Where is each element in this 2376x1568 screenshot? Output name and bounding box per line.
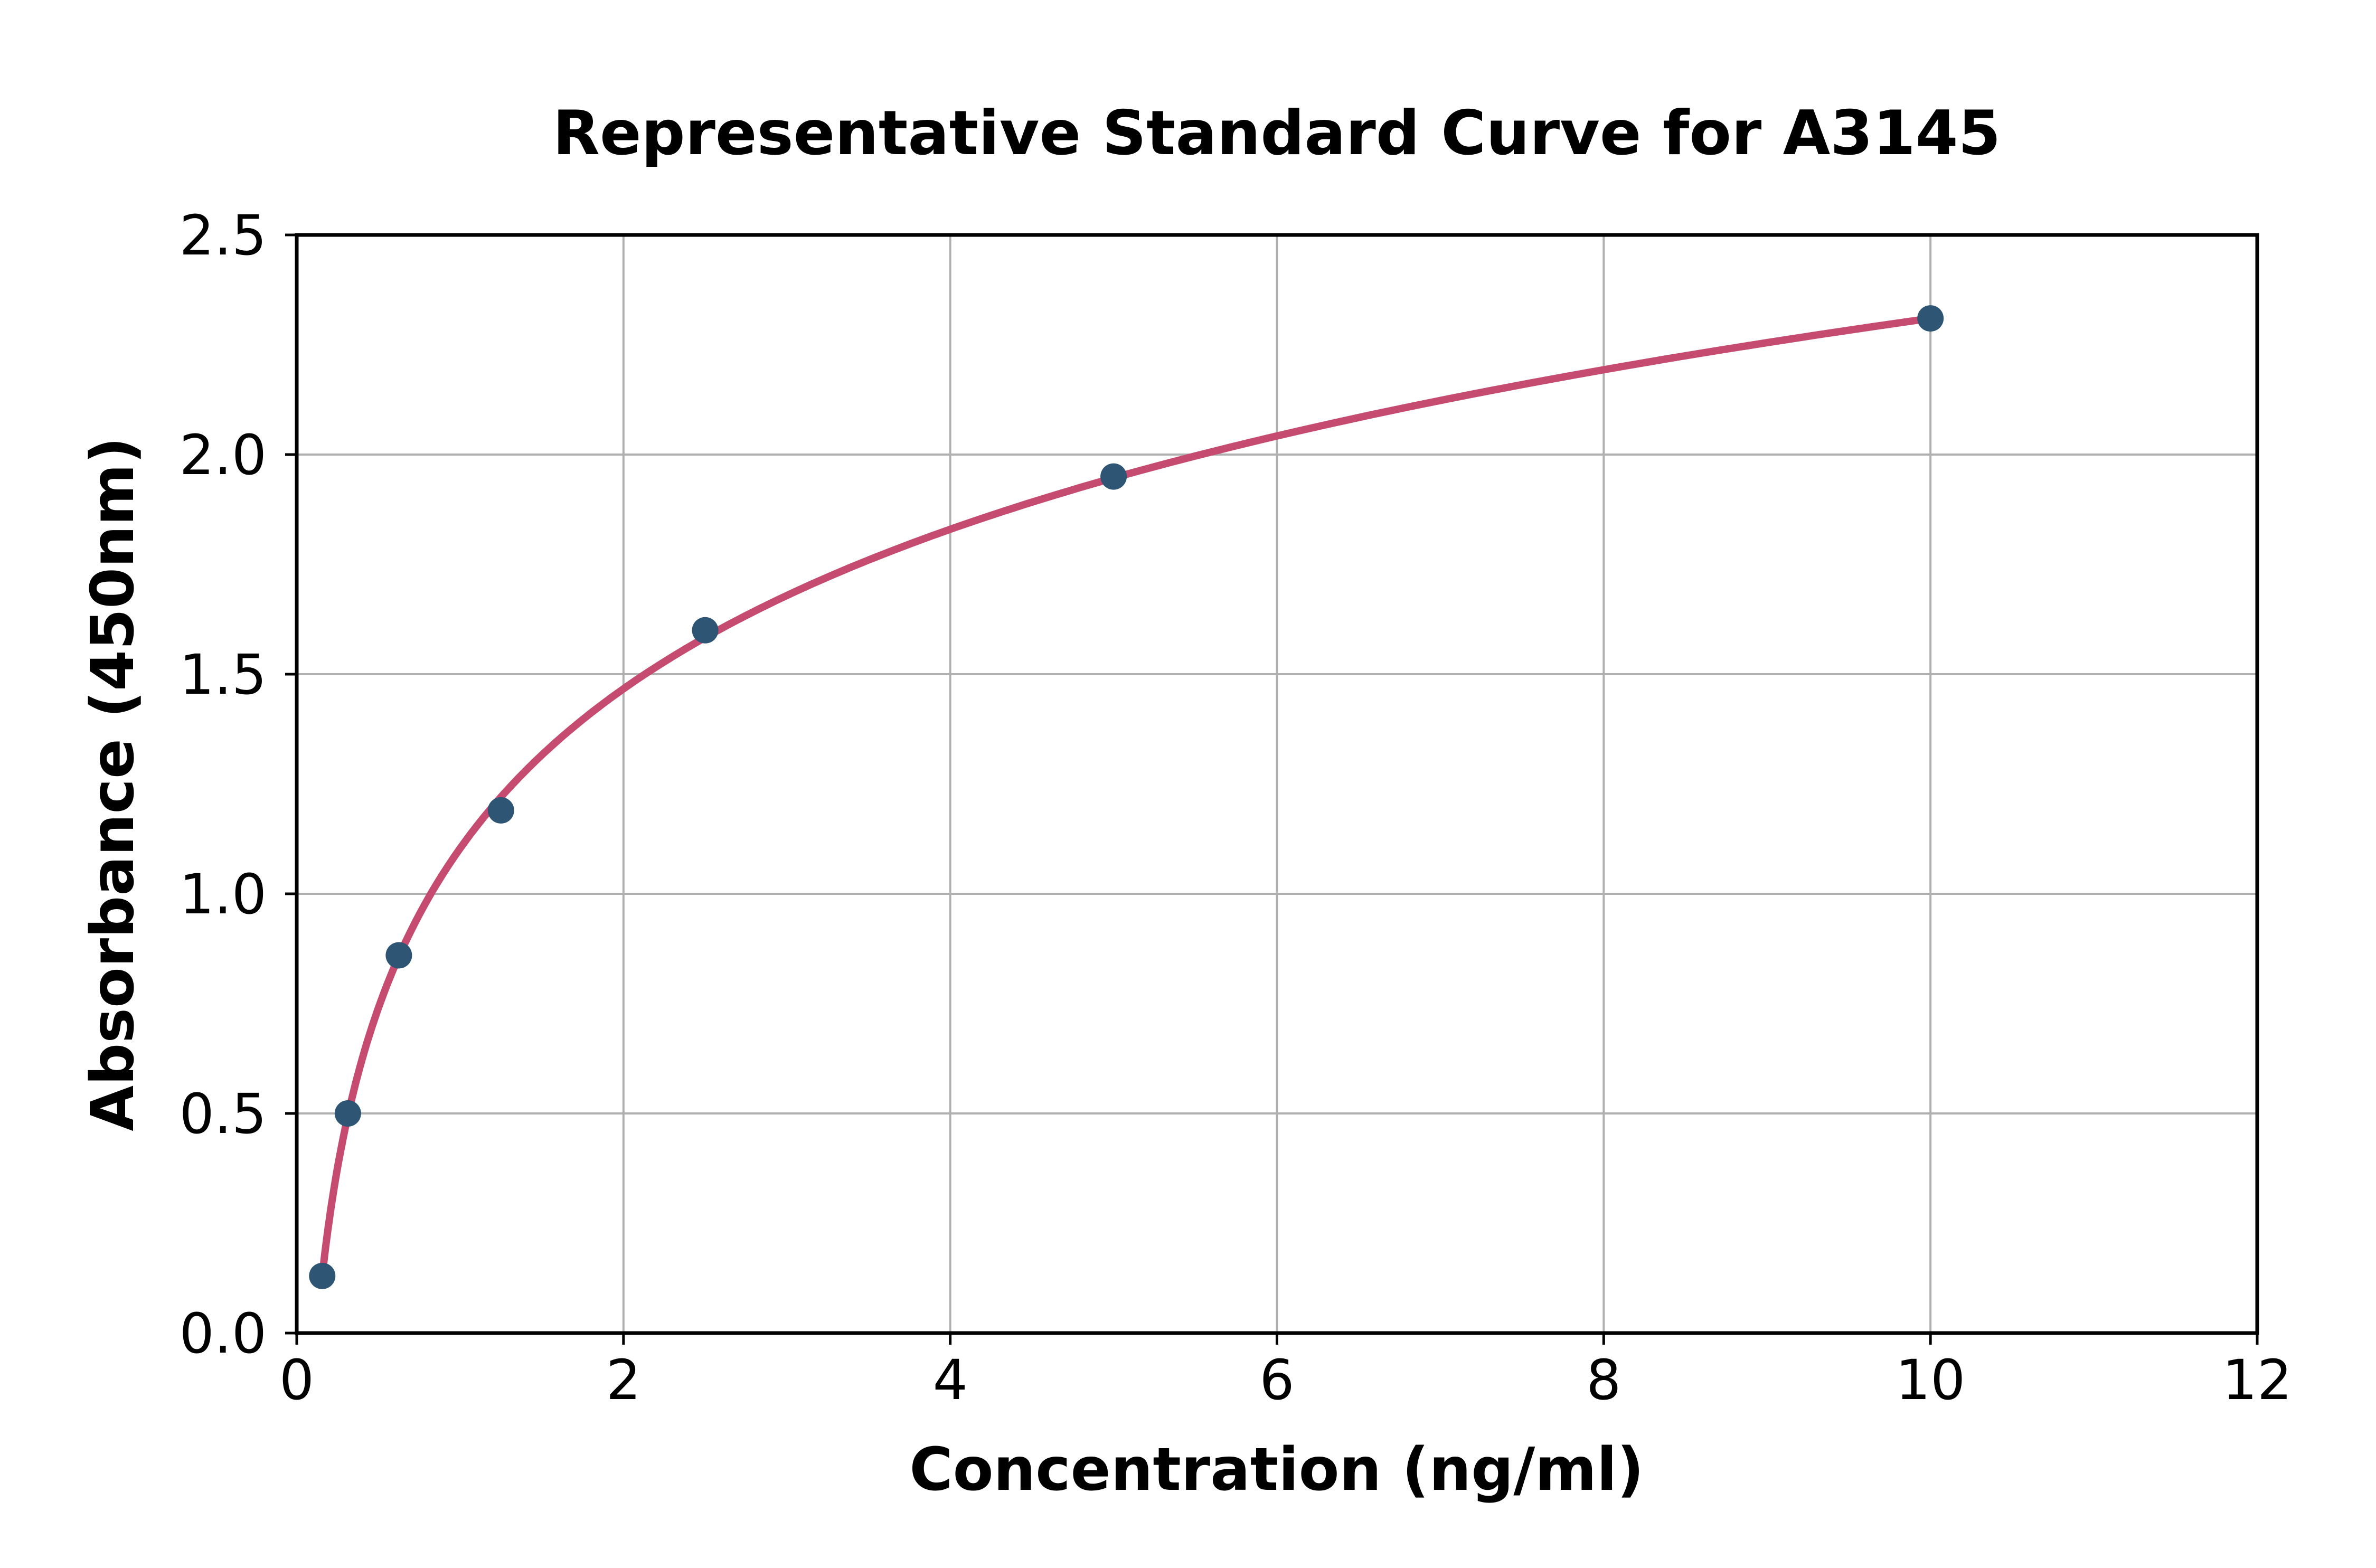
y-tick-label: 2.5 bbox=[180, 203, 267, 268]
x-tick-label: 6 bbox=[1259, 1348, 1294, 1412]
x-tick-label: 8 bbox=[1586, 1348, 1621, 1412]
data-point bbox=[1100, 463, 1127, 490]
data-point bbox=[334, 1100, 361, 1127]
y-tick-label: 0.0 bbox=[180, 1301, 267, 1366]
y-tick-label: 0.5 bbox=[180, 1082, 267, 1146]
x-tick-label: 4 bbox=[933, 1348, 968, 1412]
chart-title: Representative Standard Curve for A3145 bbox=[553, 98, 2001, 169]
gridlines bbox=[297, 235, 2257, 1333]
plot-border bbox=[295, 233, 2259, 1335]
y-tick-label: 1.0 bbox=[180, 862, 267, 927]
data-point bbox=[1917, 305, 1944, 332]
data-point bbox=[309, 1262, 336, 1289]
y-tick-label: 2.0 bbox=[180, 423, 267, 487]
tick-labels: 0 2 4 6 8 10 12 0.0 0.5 1.0 1.5 2.0 2.5 bbox=[180, 203, 2293, 1412]
y-axis-label: Absorbance (450nm) bbox=[79, 437, 147, 1131]
x-tick-label: 12 bbox=[2222, 1348, 2292, 1412]
x-tick-label: 2 bbox=[606, 1348, 641, 1412]
data-points bbox=[309, 305, 1944, 1289]
x-tick-label: 0 bbox=[279, 1348, 314, 1412]
x-axis-label: Concentration (ng/ml) bbox=[909, 1435, 1644, 1504]
x-tick-label: 10 bbox=[1896, 1348, 1965, 1412]
y-tick-label: 1.5 bbox=[180, 643, 267, 707]
data-point bbox=[692, 617, 719, 644]
data-point bbox=[385, 942, 412, 969]
data-point bbox=[487, 797, 514, 824]
axis-ticks bbox=[285, 233, 2259, 1345]
